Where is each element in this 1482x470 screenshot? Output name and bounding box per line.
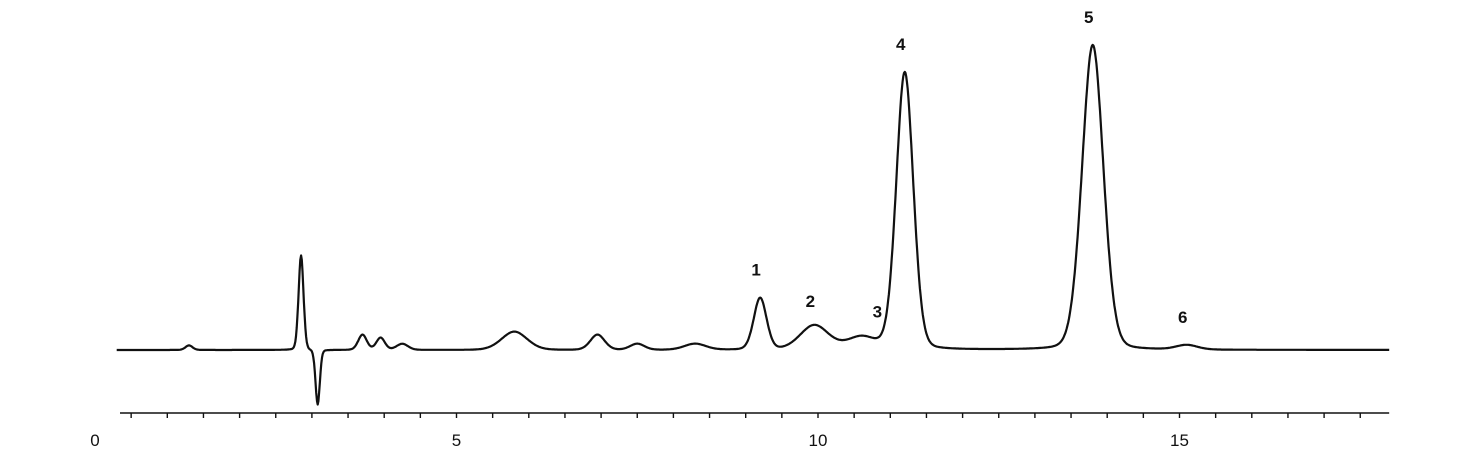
x-tick-label: 15 — [1170, 431, 1189, 450]
peak-label: 3 — [873, 303, 882, 322]
chromatogram-trace — [116, 43, 1390, 406]
peak-label: 2 — [806, 292, 815, 311]
peak-label: 4 — [896, 35, 906, 54]
x-tick-label: 0 — [90, 431, 99, 450]
peak-label: 5 — [1084, 8, 1093, 27]
peak-label: 6 — [1178, 308, 1187, 327]
x-tick-label: 10 — [809, 431, 828, 450]
peak-labels: 1 2 3 4 5 6 — [751, 8, 1187, 327]
x-axis: 0 5 10 15 — [90, 412, 1390, 450]
x-tick-label: 5 — [452, 431, 461, 450]
peak-label: 1 — [751, 261, 760, 280]
